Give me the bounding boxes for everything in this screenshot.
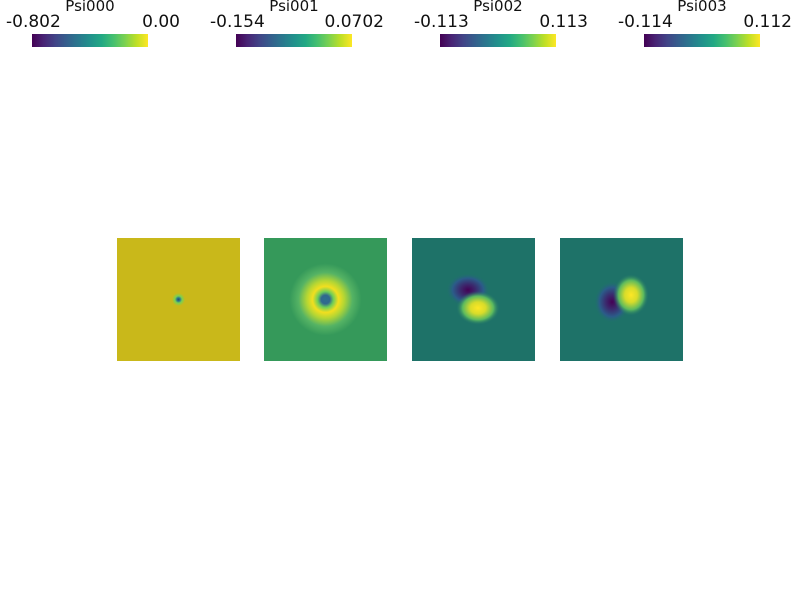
- colorbar-title: Psi001: [269, 0, 319, 15]
- field-image-psi001: [264, 238, 387, 361]
- field-panel-psi002: [412, 238, 535, 361]
- colorbar-gradient: [32, 34, 148, 47]
- colorbar-gradient: [440, 34, 556, 47]
- colorbar-psi003: Psi003 -0.114 0.112: [612, 0, 792, 50]
- colorbar-gradient: [236, 34, 352, 47]
- colorbar-psi000: Psi000 -0.802 0.00: [0, 0, 180, 50]
- colorbar-gradient: [644, 34, 760, 47]
- field-panel-psi003: [560, 238, 683, 361]
- colorbar-max-label: 0.113: [539, 12, 588, 32]
- field-panel-psi001: [264, 238, 387, 361]
- colorbar-psi001: Psi001 -0.154 0.0702: [204, 0, 384, 50]
- colorbar-min-label: -0.802: [6, 12, 61, 32]
- field-image-psi002: [412, 238, 535, 361]
- colorbar-title: Psi000: [65, 0, 115, 15]
- colorbar-psi002: Psi002 -0.113 0.113: [408, 0, 588, 50]
- colorbar-min-label: -0.154: [210, 12, 265, 32]
- colorbar-max-label: 0.0702: [324, 12, 384, 32]
- colorbar-min-label: -0.113: [414, 12, 469, 32]
- field-image-psi000: [117, 238, 240, 361]
- colorbar-title: Psi003: [677, 0, 727, 15]
- colorbar-max-label: 0.00: [142, 12, 180, 32]
- colorbar-min-label: -0.114: [618, 12, 673, 32]
- field-panel-psi000: [117, 238, 240, 361]
- colorbar-title: Psi002: [473, 0, 523, 15]
- colorbar-max-label: 0.112: [743, 12, 792, 32]
- field-image-psi003: [560, 238, 683, 361]
